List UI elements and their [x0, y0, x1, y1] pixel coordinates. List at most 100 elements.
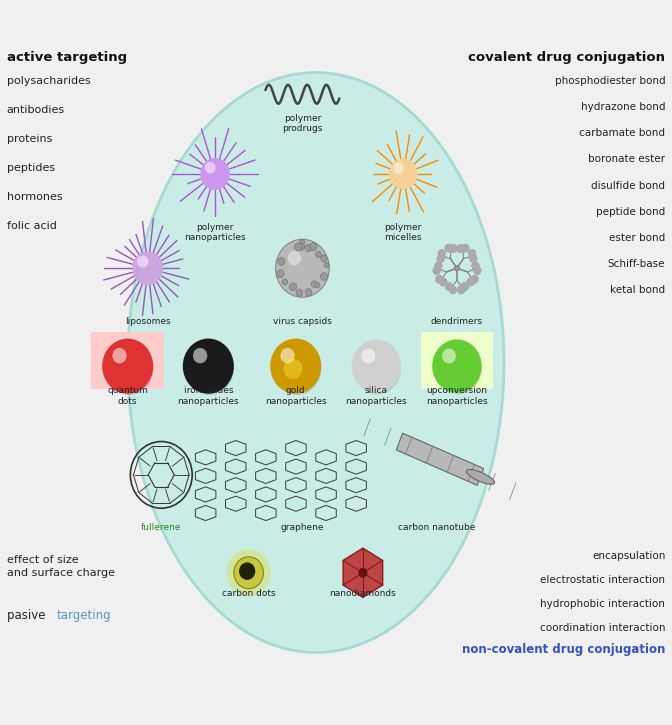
Circle shape	[324, 262, 329, 268]
Circle shape	[466, 278, 474, 286]
Text: carbamate bond: carbamate bond	[579, 128, 665, 138]
Circle shape	[354, 344, 401, 394]
Circle shape	[280, 348, 294, 363]
Circle shape	[309, 245, 314, 250]
Circle shape	[305, 289, 312, 296]
Circle shape	[394, 162, 404, 173]
Circle shape	[445, 282, 453, 291]
Circle shape	[278, 257, 285, 265]
Text: non-covalent drug conjugation: non-covalent drug conjugation	[462, 643, 665, 656]
Text: effect of size
and surface charge: effect of size and surface charge	[7, 555, 115, 578]
Circle shape	[294, 243, 302, 251]
Circle shape	[437, 249, 446, 258]
Circle shape	[434, 262, 442, 270]
Circle shape	[470, 275, 478, 283]
Circle shape	[461, 282, 469, 291]
Circle shape	[461, 282, 469, 291]
Circle shape	[290, 283, 296, 291]
Circle shape	[205, 162, 216, 173]
Text: gold
nanoparticles: gold nanoparticles	[265, 386, 327, 406]
Text: phosphodiester bond: phosphodiester bond	[554, 76, 665, 86]
Circle shape	[435, 344, 482, 394]
Circle shape	[473, 266, 481, 275]
Circle shape	[276, 239, 329, 297]
Circle shape	[437, 254, 445, 263]
Circle shape	[300, 239, 304, 245]
Text: disulfide bond: disulfide bond	[591, 181, 665, 191]
Circle shape	[445, 244, 453, 252]
Circle shape	[466, 278, 474, 286]
Text: peptide bond: peptide bond	[596, 207, 665, 217]
Text: boronate ester: boronate ester	[588, 154, 665, 165]
Circle shape	[461, 244, 469, 252]
Circle shape	[358, 568, 368, 578]
Circle shape	[470, 275, 478, 283]
Circle shape	[456, 244, 464, 253]
Circle shape	[105, 343, 153, 395]
Circle shape	[456, 244, 464, 253]
Circle shape	[434, 262, 442, 270]
Circle shape	[469, 254, 477, 263]
Text: upconversion
nanoparticles: upconversion nanoparticles	[426, 386, 488, 406]
Circle shape	[473, 266, 481, 275]
Circle shape	[432, 339, 482, 393]
Circle shape	[437, 254, 445, 263]
Circle shape	[445, 244, 453, 252]
Circle shape	[472, 262, 480, 270]
Circle shape	[435, 275, 444, 283]
Text: active targeting: active targeting	[7, 51, 127, 64]
Circle shape	[439, 278, 448, 286]
FancyBboxPatch shape	[91, 332, 164, 389]
Circle shape	[468, 249, 476, 258]
Circle shape	[311, 281, 317, 287]
Text: nanodiamonds: nanodiamonds	[329, 589, 396, 598]
Circle shape	[435, 275, 444, 283]
Ellipse shape	[466, 470, 495, 484]
Circle shape	[270, 339, 321, 394]
Text: hormones: hormones	[7, 192, 62, 202]
Circle shape	[183, 339, 234, 394]
Text: encapsulation: encapsulation	[592, 551, 665, 561]
Circle shape	[442, 349, 456, 363]
Text: quantum
dots: quantum dots	[108, 386, 148, 406]
Circle shape	[461, 244, 469, 252]
Text: folic acid: folic acid	[7, 221, 56, 231]
Circle shape	[450, 244, 458, 253]
Polygon shape	[396, 433, 484, 485]
Circle shape	[298, 243, 304, 250]
Text: hydrophobic interaction: hydrophobic interaction	[540, 599, 665, 609]
FancyBboxPatch shape	[421, 332, 493, 389]
Circle shape	[239, 563, 255, 580]
Circle shape	[437, 249, 446, 258]
Ellipse shape	[128, 72, 504, 652]
Circle shape	[310, 243, 317, 251]
Circle shape	[472, 262, 480, 270]
Circle shape	[351, 339, 401, 393]
Text: virus capsids: virus capsids	[273, 317, 332, 326]
Text: coordination interaction: coordination interaction	[540, 623, 665, 633]
Circle shape	[321, 273, 328, 281]
Text: peptides: peptides	[7, 163, 55, 173]
Circle shape	[316, 252, 321, 257]
Circle shape	[132, 252, 163, 285]
Text: polymer
nanoparticles: polymer nanoparticles	[184, 223, 246, 242]
Circle shape	[273, 343, 321, 395]
Circle shape	[389, 159, 417, 189]
Text: silica
nanoparticles: silica nanoparticles	[345, 386, 407, 406]
Circle shape	[449, 286, 457, 294]
Circle shape	[468, 249, 476, 258]
Circle shape	[362, 349, 376, 363]
Circle shape	[200, 158, 230, 190]
Text: polymer
prodrugs: polymer prodrugs	[282, 114, 323, 133]
Circle shape	[469, 254, 477, 263]
Text: proteins: proteins	[7, 134, 52, 144]
Circle shape	[288, 251, 301, 265]
Text: electrostatic interaction: electrostatic interaction	[540, 575, 665, 585]
Text: carbon dots: carbon dots	[222, 589, 276, 598]
Text: polysacharides: polysacharides	[7, 76, 91, 86]
Text: fullerene: fullerene	[141, 523, 181, 532]
Text: ketal bond: ketal bond	[610, 285, 665, 295]
Circle shape	[226, 549, 271, 597]
Text: pasive: pasive	[7, 609, 49, 622]
Circle shape	[321, 255, 327, 262]
